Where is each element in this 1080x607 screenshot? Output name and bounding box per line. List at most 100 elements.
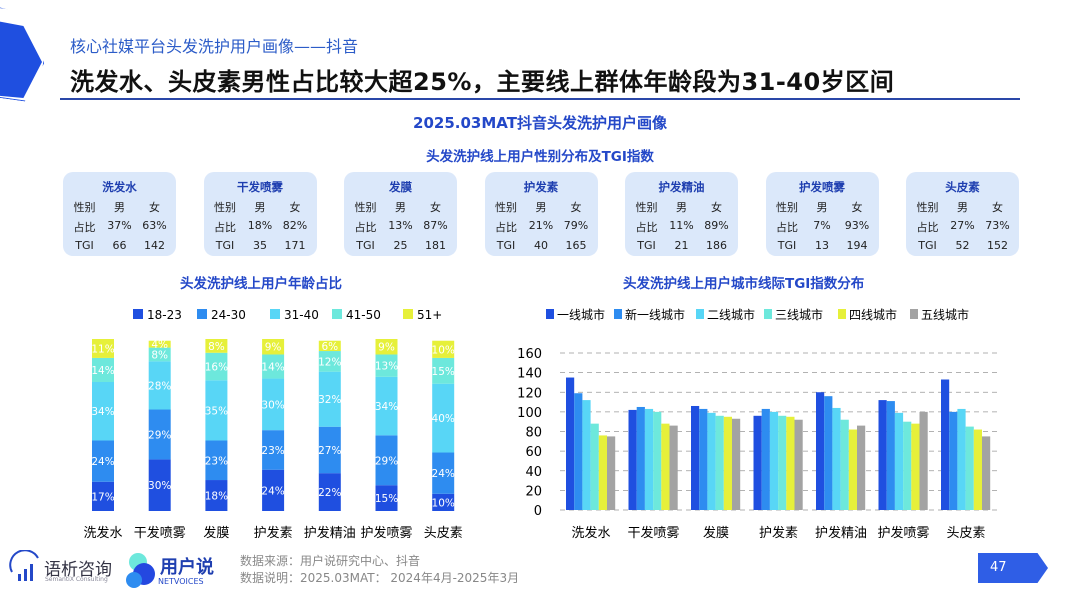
data-label: 10% — [432, 497, 455, 509]
bar-segment — [205, 339, 228, 353]
data-label: 16% — [205, 362, 228, 374]
table-row-share: 占比 18% 82% — [204, 219, 317, 235]
bar — [699, 408, 708, 510]
bar — [949, 411, 958, 510]
male-tgi: 25 — [393, 239, 408, 252]
y-tick-label: 20 — [525, 484, 542, 499]
legend-label: 18-23 — [147, 308, 182, 322]
age-chart-title: 头发洗护线上用户年龄占比 — [180, 276, 342, 292]
male-tgi: 40 — [533, 239, 548, 252]
female-share: 89% — [704, 219, 729, 232]
bar — [607, 436, 616, 510]
bar-segment — [262, 430, 285, 470]
table-title: 护发精油 — [658, 180, 705, 194]
x-tick-label: 发膜 — [203, 525, 229, 541]
gender-table: 护发喷雾 性别 男 女 占比 7% 93% TGI 13 194 — [765, 172, 879, 256]
col-female: 女 — [851, 201, 863, 214]
x-tick-label: 发膜 — [703, 525, 729, 541]
bar-segment — [92, 382, 114, 441]
table-title: 头皮素 — [945, 180, 980, 194]
legend-label: 三线城市 — [775, 307, 823, 322]
data-label: 6% — [321, 341, 338, 353]
row-label: 占比 — [354, 221, 377, 234]
row-label: 性别 — [73, 201, 96, 214]
gender-section-title: 头发洗护线上用户性别分布及TGI指数 — [426, 149, 654, 165]
data-label: 28% — [148, 380, 171, 392]
bar-segment — [375, 354, 398, 377]
bar-segment — [148, 340, 171, 348]
bar — [566, 377, 575, 510]
x-tick-label: 干发喷雾 — [627, 525, 679, 541]
female-share: 87% — [423, 219, 448, 232]
data-label: 40% — [432, 413, 455, 425]
legend-label: 41-50 — [346, 308, 381, 322]
female-share: 79% — [563, 219, 589, 232]
legend-label: 新一线城市 — [625, 307, 685, 322]
x-tick-label: 头皮素 — [946, 526, 985, 541]
legend-swatch — [270, 309, 280, 319]
male-tgi: 35 — [252, 239, 267, 252]
page-number: 47 — [978, 553, 1048, 583]
table-title: 干发喷雾 — [237, 180, 283, 194]
bar — [903, 421, 912, 510]
row-label: 性别 — [775, 201, 798, 214]
table-title: 护发喷雾 — [799, 180, 845, 194]
bar-segment — [262, 378, 285, 431]
row-label: 占比 — [213, 221, 236, 234]
table-row-tgi: TGI 52 152 — [906, 239, 1019, 252]
data-label: 4% — [151, 339, 168, 351]
table-row-header: 性别 男 女 — [344, 199, 457, 215]
bar — [769, 411, 779, 510]
bar — [598, 435, 607, 510]
data-label: 30% — [148, 480, 171, 492]
col-female: 女 — [570, 201, 582, 214]
data-label: 23% — [261, 445, 284, 457]
bar-segment — [432, 340, 455, 358]
row-label: TGI — [356, 239, 375, 252]
data-label: 14% — [261, 362, 284, 374]
bar-segment — [148, 361, 171, 410]
male-share: 27% — [950, 219, 975, 232]
row-label: TGI — [496, 239, 516, 252]
row-label: TGI — [75, 239, 94, 252]
legend-swatch — [546, 309, 554, 319]
table-row-share: 占比 21% 79% — [485, 219, 598, 235]
col-female: 女 — [148, 201, 160, 214]
bar — [661, 423, 670, 510]
bar-segment — [205, 380, 228, 441]
bar — [919, 411, 928, 510]
x-tick-label: 干发喷雾 — [134, 525, 186, 541]
bar-segment — [432, 383, 455, 453]
data-label: 24% — [91, 456, 114, 468]
legend-swatch — [764, 309, 772, 319]
bar — [628, 409, 637, 510]
row-label: 性别 — [494, 201, 517, 214]
bar — [778, 415, 787, 510]
legend-label: 二线城市 — [707, 307, 755, 322]
bar — [878, 400, 887, 510]
female-tgi: 194 — [846, 239, 868, 252]
male-share: 21% — [528, 219, 554, 232]
data-label: 24% — [432, 468, 455, 480]
male-tgi: 66 — [112, 239, 127, 252]
bar-segment — [148, 409, 171, 460]
female-share: 73% — [985, 219, 1010, 232]
table-row-share: 占比 7% 93% — [766, 219, 879, 235]
male-tgi: 21 — [674, 239, 689, 252]
row-label: TGI — [777, 239, 797, 252]
bar — [973, 429, 982, 510]
bar — [753, 415, 762, 510]
table-row-tgi: TGI 35 171 — [204, 239, 317, 252]
x-tick-label: 头皮素 — [424, 526, 463, 541]
male-tgi: 13 — [814, 239, 829, 252]
bar — [857, 425, 866, 510]
table-title: 洗发水 — [102, 180, 137, 194]
bar-segment — [318, 426, 341, 474]
table-row-share: 占比 37% 63% — [63, 219, 176, 235]
bar-segment — [92, 357, 114, 382]
bar-segment — [262, 339, 285, 355]
city-tgi-chart: 一线城市 新一线城市 二线城市 三线城市 四线城市 五线城市 0 20 40 60 80 100 120… — [517, 307, 998, 541]
male-share: 37% — [107, 219, 132, 232]
bar-segment — [262, 354, 285, 379]
data-note: 数据说明：2025.03MAT： 2024年4月-2025年3月 — [240, 571, 520, 585]
